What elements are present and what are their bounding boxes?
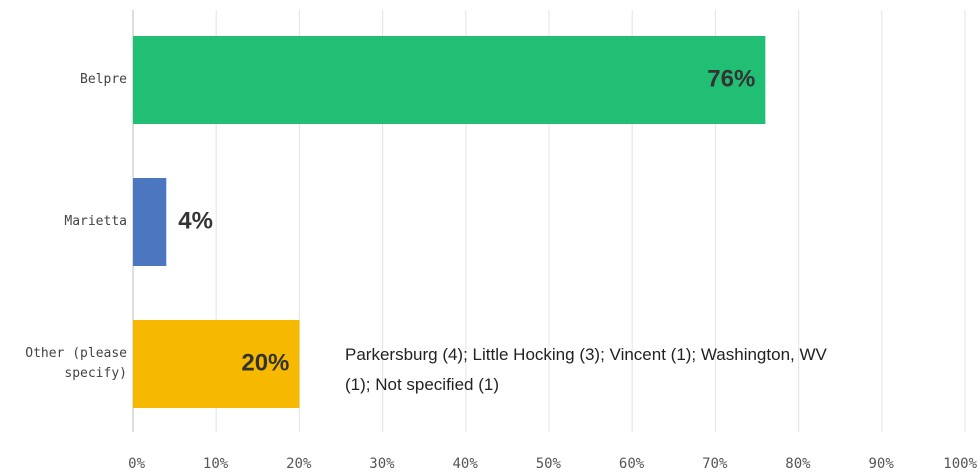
x-tick-label: 0% [128, 456, 145, 472]
x-tick-label: 10% [203, 456, 229, 472]
bar [133, 320, 300, 408]
x-tick-label: 90% [869, 456, 895, 472]
x-tick-label: 60% [619, 456, 645, 472]
value-label: 4% [178, 207, 213, 234]
x-tick-label: 30% [369, 456, 395, 472]
annotation: Parkersburg (4); Little Hocking (3); Vin… [345, 345, 827, 394]
y-tick-label: Other (please specify) [25, 346, 127, 381]
value-label: 20% [241, 349, 289, 376]
bar [133, 36, 766, 124]
x-tick-label: 80% [785, 456, 811, 472]
y-tick-label: Belpre [80, 72, 127, 87]
y-tick-label: Marietta [64, 214, 127, 229]
value-label: 76% [707, 65, 755, 92]
x-tick-label: 50% [536, 456, 562, 472]
bar [133, 178, 167, 266]
x-tick-label: 100% [943, 456, 977, 472]
x-tick-label: 20% [286, 456, 312, 472]
x-tick-label: 70% [702, 456, 728, 472]
x-tick-label: 40% [453, 456, 479, 472]
